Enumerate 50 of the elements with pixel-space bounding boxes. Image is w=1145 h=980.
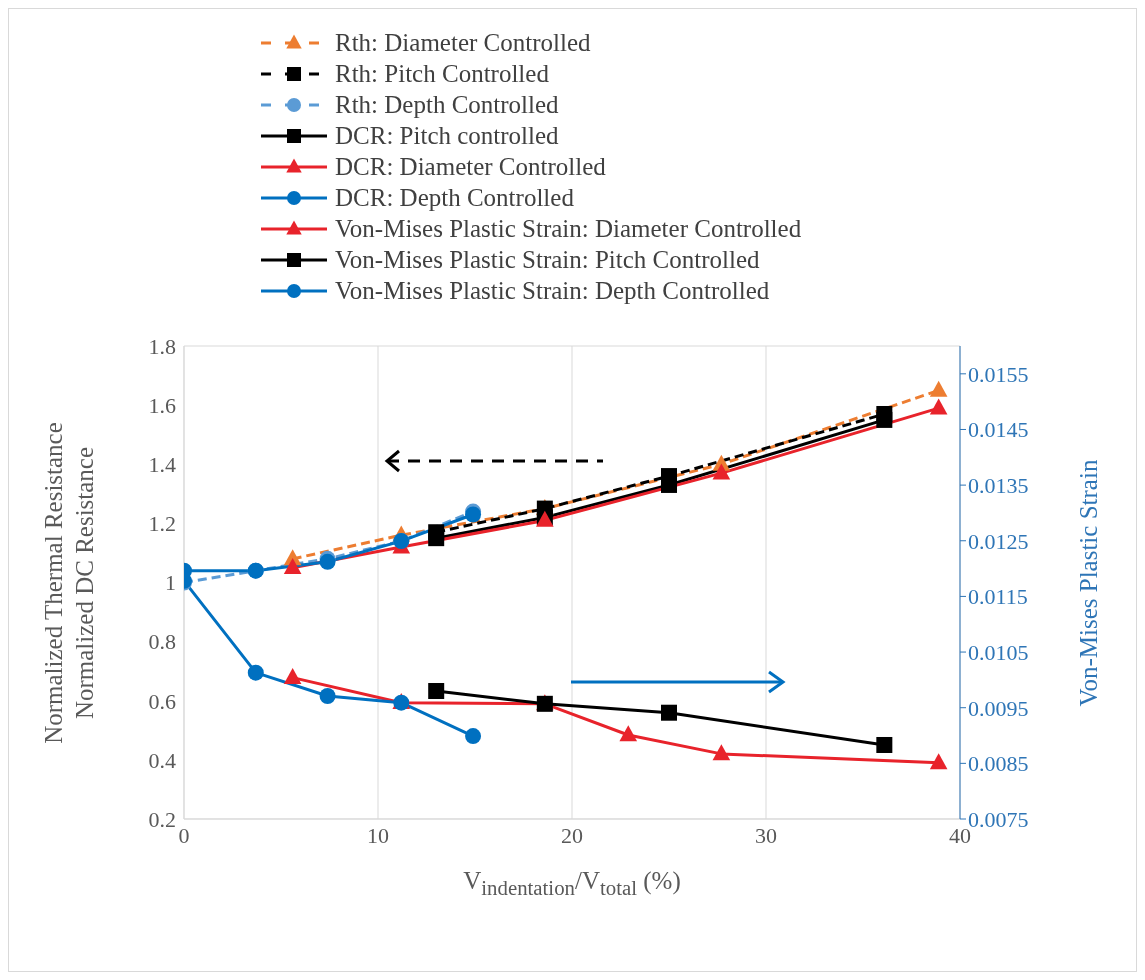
point	[712, 744, 731, 761]
y-tick-label: 1.8	[148, 333, 176, 359]
y-tick-label: 1.4	[148, 452, 176, 478]
point	[283, 668, 302, 685]
y-tick-label: 0.8	[148, 629, 176, 655]
legend-label: DCR: Diameter Controlled	[335, 152, 606, 181]
point	[929, 398, 948, 415]
y2-tick-label: 0.0125	[968, 528, 1029, 554]
point	[247, 664, 264, 681]
legend-label: Von-Mises Plastic Strain: Pitch Controlled	[335, 245, 760, 274]
x-tick-label: 0	[178, 822, 190, 848]
x-axis-title: V$_{indentation}$/V$_{total}$ (%)	[462, 867, 682, 901]
y2-tick-label: 0.0085	[968, 751, 1029, 777]
point	[929, 753, 948, 770]
x-tick-label: 10	[367, 822, 389, 848]
y-tick-label: 0.2	[148, 806, 176, 832]
point	[876, 736, 893, 753]
point	[876, 411, 893, 428]
legend-label: Rth: Diameter Controlled	[335, 28, 591, 57]
point	[283, 558, 302, 575]
y2-axis-title: Von-Mises Plastic Strain	[1075, 459, 1103, 706]
y2-tick-label: 0.0115	[968, 584, 1028, 610]
y2-tick-label: 0.0075	[968, 806, 1029, 832]
legend-label: Rth: Depth Controlled	[335, 90, 559, 119]
y2-tick-label: 0.0105	[968, 639, 1029, 665]
point	[428, 683, 445, 700]
y-tick-label: 0.6	[148, 688, 176, 714]
y2-tick-label: 0.0135	[968, 472, 1029, 498]
y2-tick-label: 0.0145	[968, 417, 1029, 443]
point	[619, 725, 638, 742]
point	[661, 704, 677, 721]
legend-label: DCR: Pitch controlled	[335, 121, 559, 150]
x-tick-label: 30	[755, 822, 777, 848]
point	[428, 530, 445, 547]
y2-tick-label: 0.0155	[968, 361, 1029, 387]
x-tick-label: 20	[561, 822, 583, 848]
y-axis-title: Normalized Thermal Resistance Normalized DC Resistance	[39, 421, 99, 744]
y-tick-label: 1.2	[148, 511, 176, 537]
legend-label: DCR: Depth Controlled	[335, 183, 574, 212]
point	[929, 380, 948, 397]
point	[465, 728, 482, 745]
y-tick-label: 1.6	[148, 392, 176, 418]
point	[712, 463, 731, 480]
y-tick-label: 0.4	[148, 747, 176, 773]
y2-tick-label: 0.0095	[968, 695, 1029, 721]
legend-label: Von-Mises Plastic Strain: Depth Controlled	[335, 276, 770, 305]
legend-label: Rth: Pitch Controlled	[335, 59, 549, 88]
point	[319, 688, 336, 705]
y-tick-label: 1	[165, 570, 176, 596]
legend-label: Von-Mises Plastic Strain: Diameter Controlled	[335, 214, 802, 243]
